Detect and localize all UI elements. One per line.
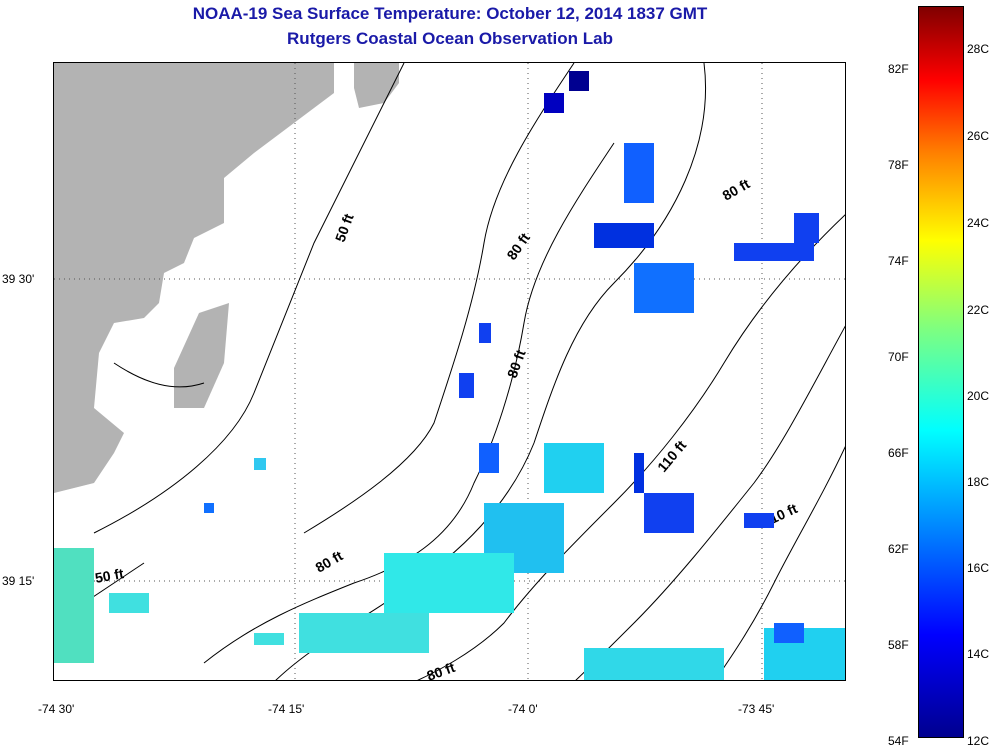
- depth-label: 80 ft: [720, 175, 753, 203]
- sst-pixels: [54, 71, 845, 680]
- sst-map: 50 ft 80 ft 80 ft 80 ft 110 ft 110 ft 50…: [53, 62, 846, 681]
- lat-label-39-15: 39 15': [2, 574, 35, 588]
- colorbar-c-label: 24C: [967, 216, 990, 230]
- colorbar-f-label: 54F: [888, 734, 909, 748]
- depth-label: 110 ft: [654, 437, 689, 475]
- map-title: NOAA-19 Sea Surface Temperature: October…: [192, 4, 708, 23]
- colorbar-c-label: 12C: [967, 734, 990, 748]
- colorbar-c-label: 18C: [967, 475, 990, 489]
- land-patch: [174, 303, 229, 408]
- lon-label-74-30: -74 30': [38, 702, 75, 716]
- colorbar-c-label: 22C: [967, 303, 990, 317]
- lon-label-74-0: -74 0': [508, 702, 538, 716]
- graticule: [54, 63, 845, 680]
- colorbar-c-label: 28C: [967, 42, 990, 56]
- land-mass: [54, 63, 334, 493]
- depth-label: 80 ft: [504, 347, 529, 380]
- map-subtitle: Rutgers Coastal Ocean Observation Lab: [287, 29, 613, 48]
- lon-label-73-45: -73 45': [738, 702, 775, 716]
- colorbar-f-label: 66F: [888, 446, 909, 460]
- depth-label: 80 ft: [313, 547, 346, 575]
- depth-label: 80 ft: [425, 659, 458, 681]
- colorbar-f-label: 74F: [888, 254, 909, 268]
- sst-map-canvas: 50 ft 80 ft 80 ft 80 ft 110 ft 110 ft 50…: [54, 63, 845, 681]
- colorbar-c-label: 20C: [967, 389, 990, 403]
- colorbar-f-label: 62F: [888, 542, 909, 556]
- colorbar-f-label: 70F: [888, 350, 909, 364]
- colorbar-c-label: 26C: [967, 129, 990, 143]
- colorbar-f-label: 78F: [888, 158, 909, 172]
- lon-label-74-15: -74 15': [268, 702, 305, 716]
- lat-label-39-30: 39 30': [2, 272, 35, 286]
- depth-label: 50 ft: [94, 565, 125, 586]
- colorbar-c-label: 14C: [967, 647, 990, 661]
- depth-contours: [54, 63, 845, 680]
- colorbar-f-label: 82F: [888, 62, 909, 76]
- colorbar-f-label: 58F: [888, 638, 909, 652]
- depth-label: 50 ft: [332, 211, 357, 244]
- colorbar-c-label: 16C: [967, 561, 990, 575]
- land-patch: [354, 63, 399, 108]
- temperature-colorbar: [918, 6, 964, 738]
- depth-label: 80 ft: [503, 230, 533, 263]
